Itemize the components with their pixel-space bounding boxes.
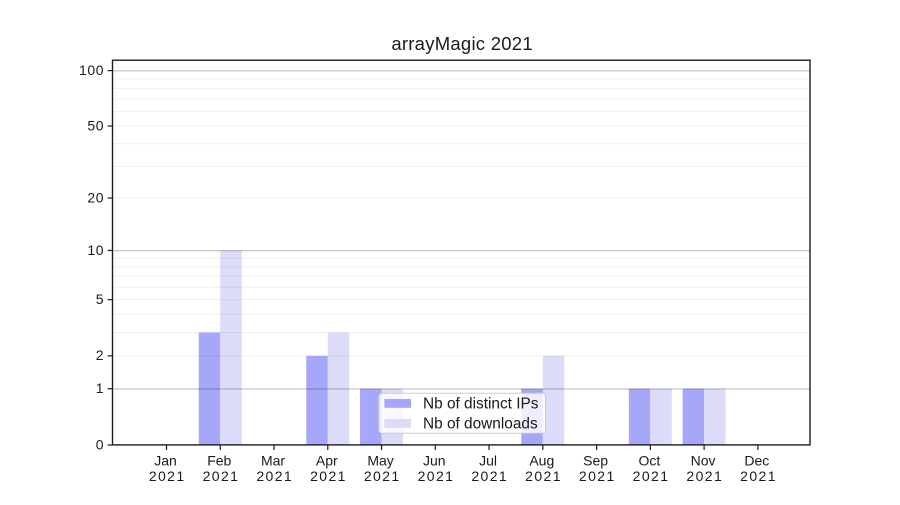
svg-text:Apr: Apr xyxy=(316,453,338,469)
svg-text:Jul: Jul xyxy=(479,453,497,469)
svg-text:2021: 2021 xyxy=(633,468,670,484)
svg-text:2021: 2021 xyxy=(149,468,186,484)
svg-text:Feb: Feb xyxy=(207,453,231,469)
svg-text:2: 2 xyxy=(96,347,104,363)
svg-text:Nb of downloads: Nb of downloads xyxy=(423,416,538,433)
svg-text:arrayMagic 2021: arrayMagic 2021 xyxy=(391,33,533,54)
svg-text:May: May xyxy=(367,453,393,469)
svg-text:Oct: Oct xyxy=(638,453,660,469)
svg-text:100: 100 xyxy=(79,62,104,78)
svg-text:2021: 2021 xyxy=(686,468,723,484)
svg-text:Nov: Nov xyxy=(691,453,716,469)
svg-text:1: 1 xyxy=(96,380,104,396)
svg-text:Aug: Aug xyxy=(529,453,554,469)
svg-text:2021: 2021 xyxy=(740,468,777,484)
svg-text:2021: 2021 xyxy=(579,468,616,484)
svg-text:50: 50 xyxy=(87,117,104,133)
svg-text:0: 0 xyxy=(96,436,104,452)
svg-text:5: 5 xyxy=(96,291,104,307)
svg-text:2021: 2021 xyxy=(310,468,347,484)
svg-text:2021: 2021 xyxy=(525,468,562,484)
svg-text:Sep: Sep xyxy=(583,453,608,469)
svg-text:2021: 2021 xyxy=(471,468,508,484)
svg-text:Dec: Dec xyxy=(744,453,769,469)
svg-text:2021: 2021 xyxy=(256,468,293,484)
svg-text:Nb of distinct IPs: Nb of distinct IPs xyxy=(423,395,539,412)
svg-text:2021: 2021 xyxy=(203,468,240,484)
svg-text:20: 20 xyxy=(87,189,104,205)
svg-text:Mar: Mar xyxy=(261,453,285,469)
svg-text:2021: 2021 xyxy=(418,468,455,484)
svg-text:2021: 2021 xyxy=(364,468,401,484)
svg-text:Jan: Jan xyxy=(154,453,177,469)
svg-text:10: 10 xyxy=(87,242,104,258)
svg-text:Jun: Jun xyxy=(423,453,446,469)
